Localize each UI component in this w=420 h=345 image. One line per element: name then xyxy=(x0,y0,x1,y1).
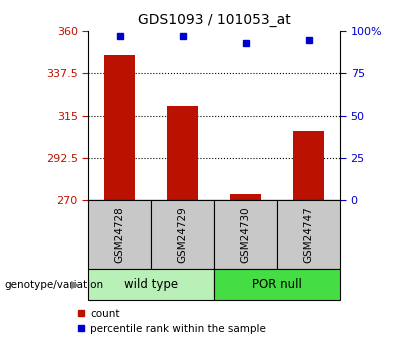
Bar xyxy=(88,269,214,300)
Bar xyxy=(167,106,199,200)
Text: GSM24730: GSM24730 xyxy=(241,206,251,263)
Bar xyxy=(230,195,262,200)
Text: GSM24729: GSM24729 xyxy=(178,206,188,263)
Legend: count, percentile rank within the sample: count, percentile rank within the sample xyxy=(72,305,270,338)
Bar xyxy=(104,56,136,200)
Bar xyxy=(214,200,277,269)
Text: ▶: ▶ xyxy=(71,280,80,289)
Text: GSM24728: GSM24728 xyxy=(115,206,125,263)
Text: GSM24747: GSM24747 xyxy=(304,206,314,263)
Text: genotype/variation: genotype/variation xyxy=(4,280,103,289)
Bar xyxy=(151,200,214,269)
Bar xyxy=(214,269,340,300)
Bar xyxy=(88,200,151,269)
Title: GDS1093 / 101053_at: GDS1093 / 101053_at xyxy=(138,13,291,27)
Bar xyxy=(293,131,325,200)
Text: POR null: POR null xyxy=(252,278,302,291)
Text: wild type: wild type xyxy=(124,278,178,291)
Bar xyxy=(277,200,340,269)
